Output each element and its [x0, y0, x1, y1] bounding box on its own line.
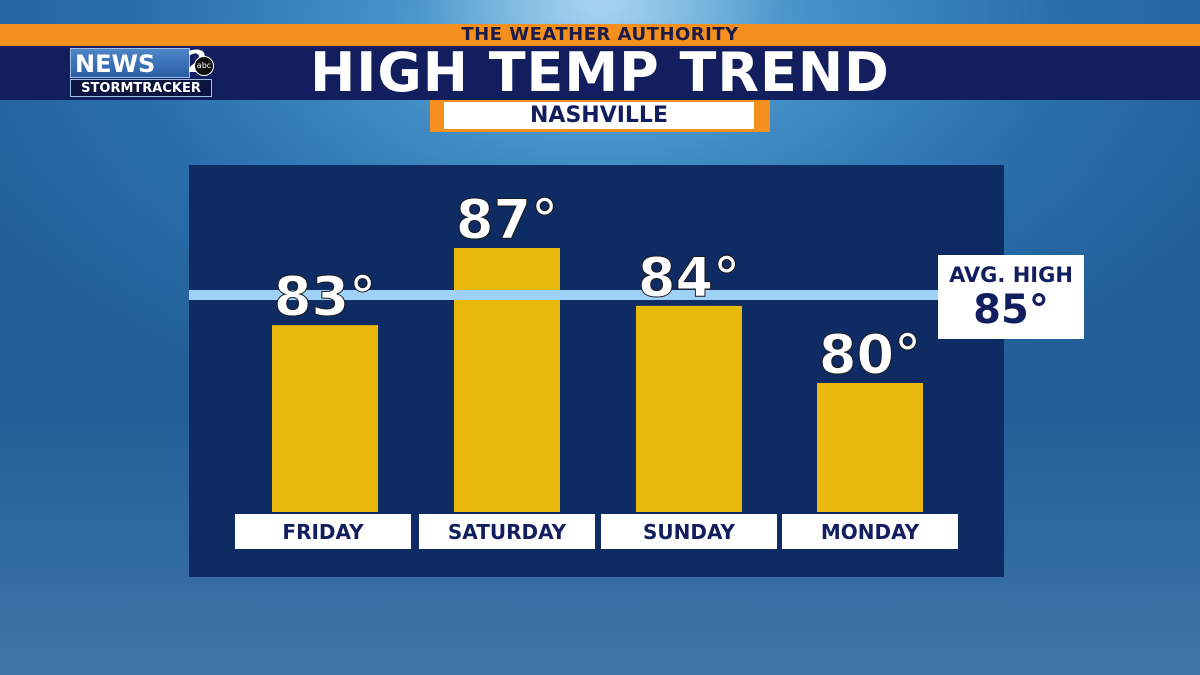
station-logo: NEWS 2 abc STORMTRACKER	[70, 46, 214, 98]
value-label-friday: 83°	[274, 265, 376, 328]
average-high-label: AVG. HIGH	[949, 263, 1073, 287]
category-label-sunday: SUNDAY	[643, 520, 736, 544]
bar-friday	[272, 325, 378, 512]
bar-sunday	[636, 305, 742, 512]
average-high-value: 85°	[973, 287, 1049, 333]
value-label-saturday: 87°	[456, 188, 558, 251]
value-label-sunday: 84°	[638, 246, 740, 309]
logo-news-text: NEWS	[70, 48, 190, 78]
category-label-friday: FRIDAY	[282, 520, 364, 544]
bar-monday	[817, 383, 923, 512]
category-box-friday	[235, 514, 411, 549]
chart-title: HIGH TEMP TREND	[310, 41, 890, 104]
category-box-saturday	[419, 514, 595, 549]
category-label-saturday: SATURDAY	[448, 520, 567, 544]
category-box-sunday	[601, 514, 777, 549]
average-high-box: AVG. HIGH 85°	[938, 255, 1084, 339]
logo-stormtracker-text: STORMTRACKER	[70, 79, 212, 97]
authority-text: THE WEATHER AUTHORITY	[461, 24, 739, 45]
average-high-line	[189, 290, 939, 300]
authority-strip	[0, 24, 1200, 46]
logo-network-badge: abc	[194, 56, 214, 76]
category-box-monday	[782, 514, 958, 549]
category-label-monday: MONDAY	[821, 520, 920, 544]
bar-saturday	[454, 248, 560, 512]
value-label-monday: 80°	[819, 323, 921, 386]
location-label: NASHVILLE	[444, 102, 754, 129]
